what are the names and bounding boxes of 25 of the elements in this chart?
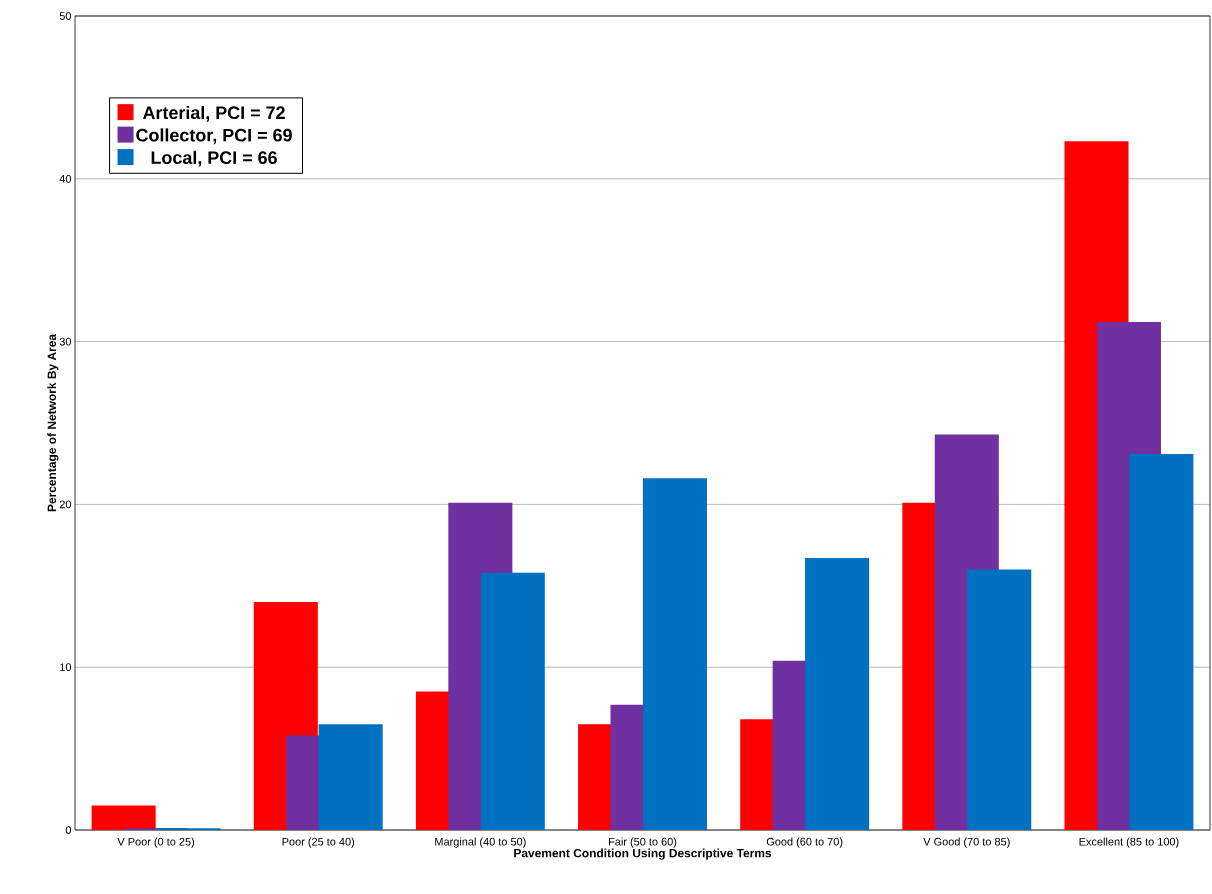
legend-label: Arterial, PCI = 72 (142, 105, 285, 122)
x-tick-label: Fair (50 to 60) (609, 837, 677, 848)
bar (1129, 453, 1194, 830)
x-tick-label: Excellent (85 to 100) (1079, 837, 1179, 848)
legend-label: Collector, PCI = 69 (136, 128, 292, 145)
x-tick-label: Poor (25 to 40) (282, 837, 355, 848)
x-axis-title: Pavement Condition Using Descriptive Terms (514, 848, 772, 860)
y-tick-label: 30 (59, 337, 72, 346)
legend-label: Local, PCI = 66 (151, 150, 277, 167)
x-tick-label: V Poor (0 to 25) (117, 837, 195, 848)
y-axis-title: Percentage of Network By Area (47, 333, 59, 512)
x-tick-label: Good (60 to 70) (766, 837, 843, 848)
bar (480, 572, 545, 830)
y-tick-label: 40 (59, 174, 72, 183)
bar (967, 569, 1032, 830)
x-tick-label: Marginal (40 to 50) (435, 837, 526, 848)
y-tick-label: 10 (60, 663, 72, 672)
bar (642, 478, 707, 830)
y-tick-label: 0 (65, 826, 72, 834)
bar (91, 805, 156, 830)
y-tick-label: 50 (59, 12, 72, 20)
y-tick-label: 20 (59, 500, 72, 509)
bar (318, 724, 383, 830)
x-tick-label: V Good (70 to 85) (923, 837, 1010, 848)
bar (805, 558, 870, 830)
